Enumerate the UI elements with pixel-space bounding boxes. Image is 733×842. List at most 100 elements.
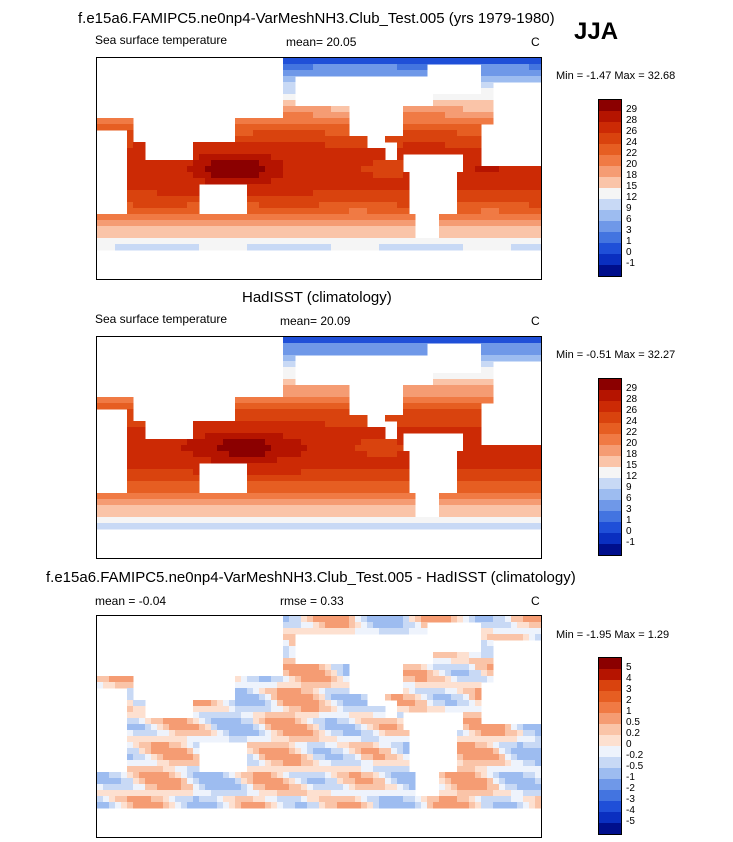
field-cell xyxy=(295,178,302,185)
field-cell xyxy=(475,517,482,524)
field-cell xyxy=(241,724,248,731)
field-cell xyxy=(337,238,344,245)
field-cell xyxy=(373,487,380,494)
field-cell xyxy=(487,196,494,203)
field-cell xyxy=(319,802,326,809)
field-cell xyxy=(469,130,476,137)
field-cell xyxy=(517,523,524,530)
field-cell xyxy=(475,136,482,143)
field-cell xyxy=(247,700,254,707)
field-cell xyxy=(409,505,416,512)
field-cell xyxy=(535,742,541,749)
field-cell xyxy=(319,463,326,470)
field-cell xyxy=(253,208,260,215)
field-cell xyxy=(235,682,242,689)
field-cell xyxy=(535,487,541,494)
field-cell xyxy=(403,700,410,707)
field-cell xyxy=(475,385,482,392)
field-cell xyxy=(469,94,476,101)
field-cell xyxy=(313,760,320,767)
field-cell xyxy=(463,403,470,410)
field-cell xyxy=(265,142,272,149)
field-cell xyxy=(211,457,218,464)
field-cell xyxy=(211,154,218,161)
field-cell xyxy=(523,445,530,452)
field-cell xyxy=(139,469,146,476)
field-cell xyxy=(373,343,380,350)
field-cell xyxy=(535,748,541,755)
field-cell xyxy=(469,718,476,725)
field-cell xyxy=(253,712,260,719)
field-cell xyxy=(421,112,428,119)
field-cell xyxy=(511,736,518,743)
field-cell xyxy=(181,511,188,518)
field-cell xyxy=(457,100,464,107)
field-cell xyxy=(151,196,158,203)
field-cell xyxy=(151,730,158,737)
field-cell xyxy=(409,226,416,233)
field-cell xyxy=(337,706,344,713)
field-cell xyxy=(481,70,488,77)
field-cell xyxy=(271,457,278,464)
field-cell xyxy=(169,226,176,233)
field-cell xyxy=(493,64,500,71)
field-cell xyxy=(493,616,500,623)
field-cell xyxy=(259,796,266,803)
field-cell xyxy=(247,172,254,179)
field-cell xyxy=(313,736,320,743)
field-cell xyxy=(133,487,140,494)
field-cell xyxy=(343,118,350,125)
field-cell xyxy=(139,712,146,719)
field-cell xyxy=(133,172,140,179)
field-cell xyxy=(349,469,356,476)
field-cell xyxy=(421,142,428,149)
field-cell xyxy=(523,622,530,629)
field-cell xyxy=(313,172,320,179)
field-cell xyxy=(481,457,488,464)
field-cell xyxy=(271,499,278,506)
field-cell xyxy=(457,238,464,245)
field-cell xyxy=(403,802,410,809)
field-cell xyxy=(427,523,434,530)
field-cell xyxy=(469,142,476,149)
field-cell xyxy=(397,493,404,500)
field-cell xyxy=(199,730,206,737)
field-cell xyxy=(529,337,536,344)
field-cell xyxy=(313,475,320,482)
field-cell xyxy=(277,439,284,446)
field-cell xyxy=(325,700,332,707)
field-cell xyxy=(505,463,512,470)
field-cell xyxy=(265,427,272,434)
field-cell xyxy=(445,232,452,239)
field-cell xyxy=(445,136,452,143)
field-cell xyxy=(313,463,320,470)
field-cell xyxy=(409,682,416,689)
field-cell xyxy=(373,712,380,719)
field-cell xyxy=(181,748,188,755)
field-cell xyxy=(163,238,170,245)
field-cell xyxy=(373,802,380,809)
field-cell xyxy=(505,355,512,362)
field-cell xyxy=(481,670,488,677)
field-cell xyxy=(265,742,272,749)
field-cell xyxy=(121,790,128,797)
field-cell xyxy=(223,232,230,239)
field-cell xyxy=(313,148,320,155)
field-cell xyxy=(409,349,416,356)
field-cell xyxy=(151,517,158,524)
field-cell xyxy=(391,439,398,446)
field-cell xyxy=(487,106,494,113)
field-cell xyxy=(259,517,266,524)
field-cell xyxy=(523,724,530,731)
field-cell xyxy=(505,166,512,173)
field-cell xyxy=(499,616,506,623)
field-cell xyxy=(475,664,482,671)
field-cell xyxy=(247,142,254,149)
field-cell xyxy=(193,232,200,239)
field-cell xyxy=(343,469,350,476)
field-cell xyxy=(241,439,248,446)
field-cell xyxy=(511,748,518,755)
field-cell xyxy=(373,493,380,500)
field-cell xyxy=(523,784,530,791)
field-cell xyxy=(499,796,506,803)
